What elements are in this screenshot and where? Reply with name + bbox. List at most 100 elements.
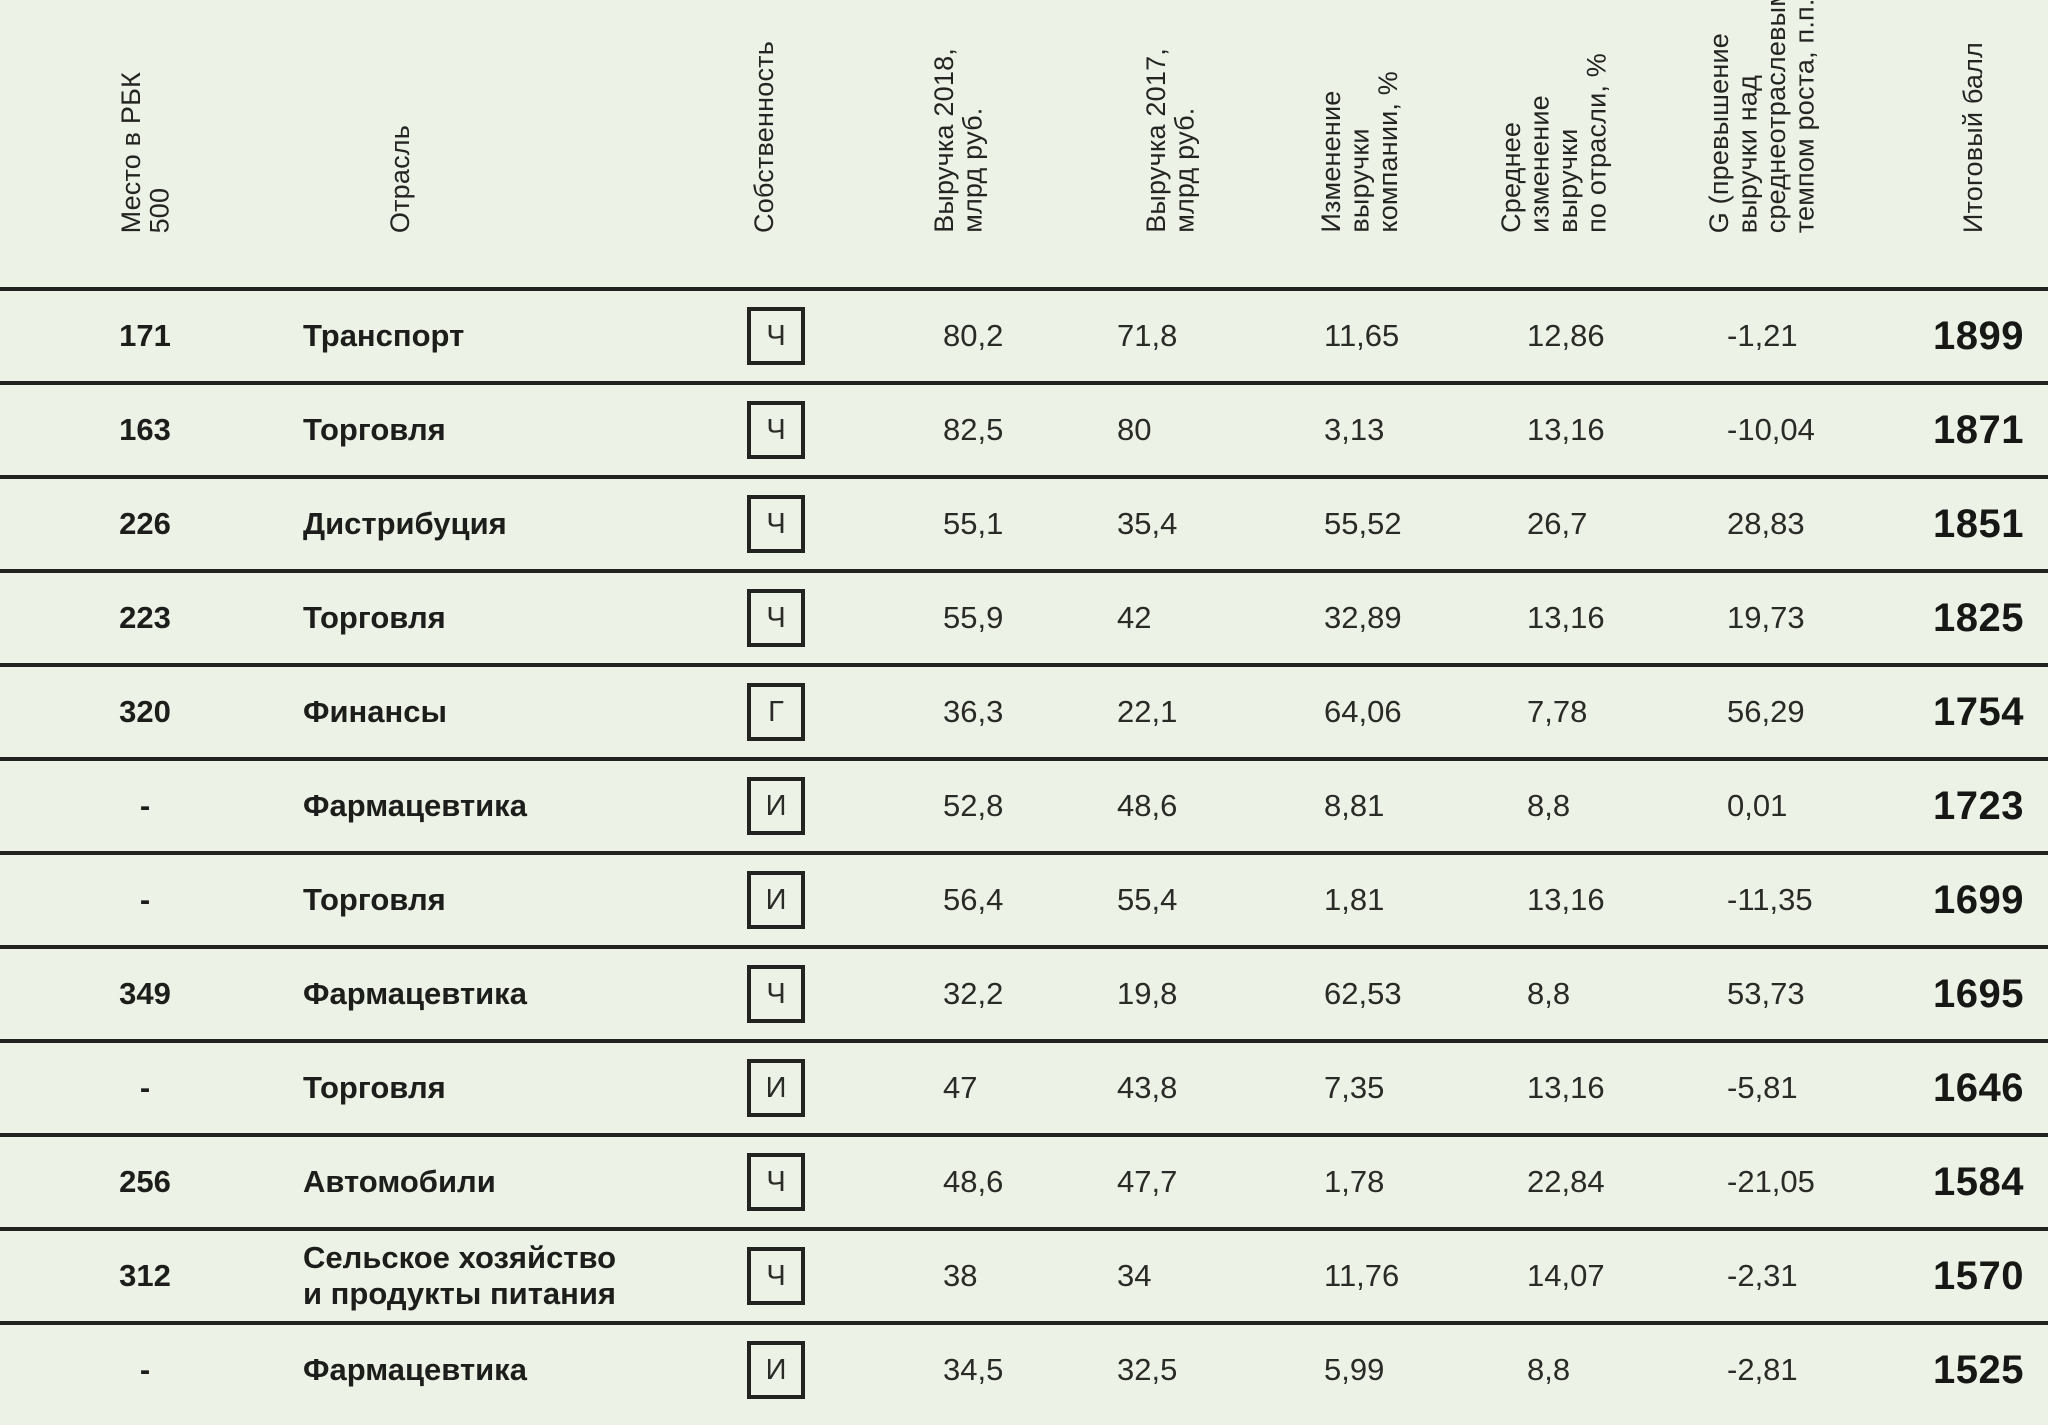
cell-place: 223 xyxy=(119,600,171,635)
cell-industry: Автомобили xyxy=(303,1164,496,1200)
cell-total-score: 1723 xyxy=(1933,783,2024,828)
cell-place: 320 xyxy=(119,694,171,729)
cell-ownership: И xyxy=(740,777,930,835)
cell-revenue-2017: 42 xyxy=(1117,600,1152,635)
cell-ownership: И xyxy=(740,1341,930,1399)
cell-g-excess: -21,05 xyxy=(1727,1164,1815,1199)
table-row: 256 Автомобили Ч 48,6 47,7 1,78 22,84 -2… xyxy=(0,1137,2048,1231)
cell-company-change: 7,35 xyxy=(1324,1070,1385,1105)
ownership-badge: Г xyxy=(747,683,805,741)
table-row: 320 Финансы Г 36,3 22,1 64,06 7,78 56,29… xyxy=(0,667,2048,761)
cell-company-change: 3,13 xyxy=(1324,412,1385,447)
cell-revenue-2018: 47 xyxy=(943,1070,978,1105)
cell-ownership: Ч xyxy=(740,1247,930,1305)
cell-industry-average: 26,7 xyxy=(1527,506,1588,541)
cell-revenue-2018: 82,5 xyxy=(943,412,1004,447)
table-row: 312 Сельское хозяйство и продукты питани… xyxy=(0,1231,2048,1325)
cell-place: 226 xyxy=(119,506,171,541)
ownership-badge: Ч xyxy=(747,307,805,365)
cell-revenue-2017: 19,8 xyxy=(1117,976,1178,1011)
cell-industry-average: 13,16 xyxy=(1527,412,1605,447)
cell-industry-average: 22,84 xyxy=(1527,1164,1605,1199)
ownership-badge: Ч xyxy=(747,495,805,553)
cell-revenue-2017: 22,1 xyxy=(1117,694,1178,729)
cell-industry-average: 12,86 xyxy=(1527,318,1605,353)
cell-g-excess: -10,04 xyxy=(1727,412,1815,447)
ownership-badge: Ч xyxy=(747,1247,805,1305)
cell-revenue-2018: 80,2 xyxy=(943,318,1004,353)
table-row: 349 Фармацевтика Ч 32,2 19,8 62,53 8,8 5… xyxy=(0,949,2048,1043)
cell-company-change: 11,76 xyxy=(1324,1258,1400,1293)
cell-company-change: 32,89 xyxy=(1324,600,1402,635)
ownership-badge: Ч xyxy=(747,1153,805,1211)
cell-ownership: И xyxy=(740,1059,930,1117)
cell-ownership: Ч xyxy=(740,589,930,647)
cell-ownership: И xyxy=(740,871,930,929)
table-row: 163 Торговля Ч 82,5 80 3,13 13,16 -10,04… xyxy=(0,385,2048,479)
cell-total-score: 1851 xyxy=(1933,501,2024,546)
table-header: Место в РБК 500 Отрасль Собственность Вы… xyxy=(0,0,2048,291)
cell-total-score: 1570 xyxy=(1933,1253,2024,1298)
cell-ownership: Г xyxy=(740,683,930,741)
cell-place: - xyxy=(139,1352,151,1387)
cell-g-excess: 53,73 xyxy=(1727,976,1805,1011)
cell-industry: Фармацевтика xyxy=(303,788,527,824)
cell-industry: Торговля xyxy=(303,600,446,636)
cell-g-excess: -1,21 xyxy=(1727,318,1798,353)
ownership-badge: И xyxy=(747,1059,805,1117)
table-row: 226 Дистрибуция Ч 55,1 35,4 55,52 26,7 2… xyxy=(0,479,2048,573)
cell-industry: Торговля xyxy=(303,1070,446,1106)
cell-company-change: 55,52 xyxy=(1324,506,1402,541)
cell-total-score: 1699 xyxy=(1933,877,2024,922)
cell-place: - xyxy=(139,1070,151,1105)
table-row: - Фармацевтика И 34,5 32,5 5,99 8,8 -2,8… xyxy=(0,1325,2048,1415)
cell-revenue-2018: 48,6 xyxy=(943,1164,1004,1199)
cell-industry-average: 7,78 xyxy=(1527,694,1588,729)
cell-company-change: 8,81 xyxy=(1324,788,1385,823)
cell-place: 163 xyxy=(119,412,171,447)
cell-total-score: 1584 xyxy=(1933,1159,2024,1204)
cell-place: 171 xyxy=(119,318,171,353)
table-row: 223 Торговля Ч 55,9 42 32,89 13,16 19,73… xyxy=(0,573,2048,667)
cell-place: 349 xyxy=(119,976,171,1011)
cell-revenue-2018: 32,2 xyxy=(943,976,1004,1011)
cell-total-score: 1525 xyxy=(1933,1347,2024,1392)
cell-place: 256 xyxy=(119,1164,171,1199)
cell-total-score: 1695 xyxy=(1933,971,2024,1016)
cell-industry: Торговля xyxy=(303,412,446,448)
cell-revenue-2018: 36,3 xyxy=(943,694,1004,729)
cell-revenue-2017: 48,6 xyxy=(1117,788,1178,823)
cell-g-excess: 0,01 xyxy=(1727,788,1788,823)
cell-g-excess: 19,73 xyxy=(1727,600,1805,635)
cell-revenue-2018: 52,8 xyxy=(943,788,1004,823)
table-row: - Торговля И 47 43,8 7,35 13,16 -5,81 16… xyxy=(0,1043,2048,1137)
cell-revenue-2017: 43,8 xyxy=(1117,1070,1178,1105)
cell-g-excess: -5,81 xyxy=(1727,1070,1798,1105)
cell-industry-average: 8,8 xyxy=(1527,1352,1571,1387)
table-row: - Торговля И 56,4 55,4 1,81 13,16 -11,35… xyxy=(0,855,2048,949)
col-header-revenue-2017: Выручка 2017, млрд руб. xyxy=(1141,48,1200,233)
col-header-g-excess: G (превышение выручки над среднеотраслев… xyxy=(1704,0,1820,233)
cell-revenue-2017: 71,8 xyxy=(1117,318,1178,353)
col-header-total-score: Итоговый балл xyxy=(1958,41,1988,233)
col-header-industry: Отрасль xyxy=(385,124,415,233)
cell-g-excess: -2,81 xyxy=(1727,1352,1798,1387)
table-row: 171 Транспорт Ч 80,2 71,8 11,65 12,86 -1… xyxy=(0,291,2048,385)
col-header-company-change: Изменение выручки компании, % xyxy=(1316,71,1403,233)
cell-ownership: Ч xyxy=(740,965,930,1023)
ownership-badge: Ч xyxy=(747,401,805,459)
cell-revenue-2018: 55,9 xyxy=(943,600,1004,635)
cell-revenue-2017: 47,7 xyxy=(1117,1164,1178,1199)
cell-industry-average: 14,07 xyxy=(1527,1258,1605,1293)
cell-company-change: 64,06 xyxy=(1324,694,1402,729)
cell-industry: Дистрибуция xyxy=(303,506,507,542)
cell-ownership: Ч xyxy=(740,401,930,459)
cell-g-excess: -11,35 xyxy=(1727,882,1813,917)
cell-total-score: 1646 xyxy=(1933,1065,2024,1110)
cell-ownership: Ч xyxy=(740,495,930,553)
ownership-badge: И xyxy=(747,1341,805,1399)
cell-revenue-2017: 32,5 xyxy=(1117,1352,1178,1387)
cell-industry: Сельское хозяйство и продукты питания xyxy=(303,1240,617,1311)
cell-company-change: 1,78 xyxy=(1324,1164,1385,1199)
cell-total-score: 1825 xyxy=(1933,595,2024,640)
